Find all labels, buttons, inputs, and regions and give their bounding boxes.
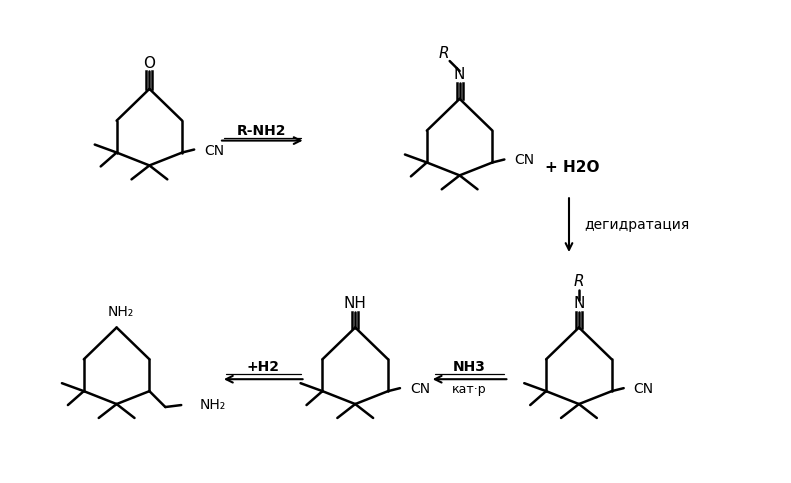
Text: O: O xyxy=(143,56,155,71)
Text: дегидратация: дегидратация xyxy=(584,218,689,232)
Text: CN: CN xyxy=(514,154,535,168)
Text: NH3: NH3 xyxy=(453,360,486,374)
Text: R: R xyxy=(573,274,585,289)
Text: CN: CN xyxy=(204,143,224,157)
Text: N: N xyxy=(573,296,585,311)
Text: CN: CN xyxy=(410,382,430,396)
Text: N: N xyxy=(454,68,465,83)
Text: R: R xyxy=(438,45,449,60)
Text: NH: NH xyxy=(344,296,367,311)
Text: CN: CN xyxy=(634,382,653,396)
Text: кат·р: кат·р xyxy=(452,383,487,396)
Text: NH₂: NH₂ xyxy=(199,398,225,412)
Text: NH₂: NH₂ xyxy=(108,305,134,319)
Text: +H2: +H2 xyxy=(246,360,279,374)
Text: R-NH2: R-NH2 xyxy=(237,124,286,138)
Text: + H2O: + H2O xyxy=(545,160,600,175)
